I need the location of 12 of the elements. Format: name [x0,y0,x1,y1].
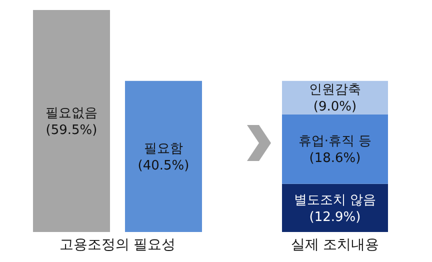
data-label: (9.0%) [313,100,357,115]
x-axis-title: 실제 조치내용 [290,237,380,253]
x-axis-title: 고용조정의 필요성 [59,237,176,253]
data-label: (18.6%) [309,151,361,166]
data-label: (12.9%) [309,210,361,225]
x-tick-label: 필요함 [144,141,183,156]
series-label: 별도조치 않음 [294,192,376,208]
series-label: 인원감축 [309,82,361,98]
data-label: (59.5%) [46,123,98,138]
series-label: 휴업·휴직 등 [298,134,372,150]
x-tick-label: 필요없음 [46,106,98,121]
data-label: (40.5%) [138,158,190,174]
